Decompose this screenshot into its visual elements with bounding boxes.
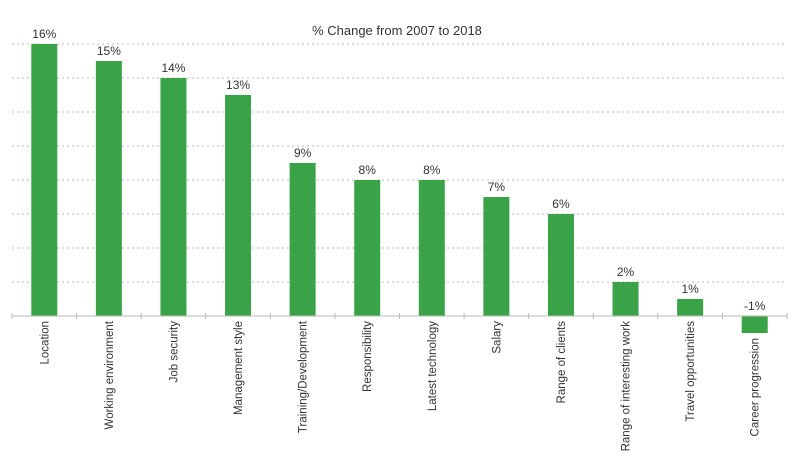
chart-title: % Change from 2007 to 2018 [312,23,482,38]
bar-latest-technology [418,180,445,316]
bar-management-style [225,95,252,316]
gridlines [12,43,787,283]
category-label: Travel opportunities [685,321,697,422]
x-axis [11,313,788,319]
data-label: 14% [161,61,185,75]
category-label: Responsibility [362,321,374,392]
bar-career-progression [741,316,768,333]
data-label: 13% [226,78,250,92]
data-label: 8% [423,163,441,177]
bar-range-of-interesting-work [612,282,639,316]
bar-working-environment [95,61,122,316]
category-label: Location [39,321,51,364]
category-label: Training/Development [298,320,310,433]
bars [31,44,768,333]
data-label: 6% [552,197,570,211]
bar-responsibility [354,180,381,316]
category-label: Management style [233,321,245,415]
data-label: -1% [744,299,766,313]
category-label: Working environment [104,320,116,429]
data-label: 2% [617,265,635,279]
bar-training-development [289,163,316,316]
data-label: 7% [488,180,506,194]
data-labels: 16% 15% 14% 13% 9% 8% 8% 7% 6% 2% 1% -1% [32,27,765,313]
data-label: 1% [681,282,699,296]
category-label: Salary [491,321,503,354]
category-label: Range of interesting work [621,321,633,452]
bar-travel-opportunities [677,299,704,316]
data-label: 9% [294,146,312,160]
data-label: 15% [97,44,121,58]
category-label: Job security [168,321,180,383]
bar-salary [483,197,510,316]
bar-location [31,44,58,316]
category-labels: Location Working environment Job security M… [39,320,761,451]
category-label: Career progression [750,338,762,436]
bar-job-security [160,78,187,316]
category-label: Range of clients [556,321,568,404]
data-label: 8% [359,163,377,177]
data-label: 16% [32,27,56,41]
bar-range-of-clients [547,214,574,316]
category-label: Latest technology [427,321,439,411]
